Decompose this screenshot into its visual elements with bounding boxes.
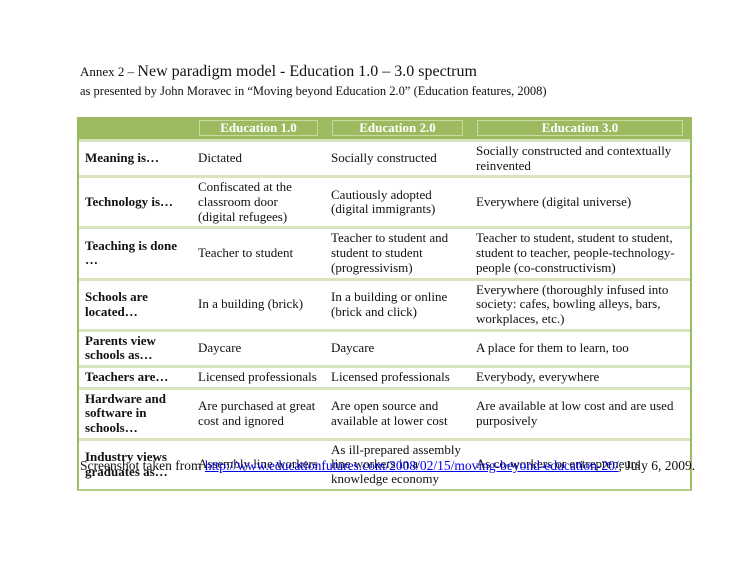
table-row: Teaching is done … Teacher to student Teac… — [79, 226, 690, 278]
table-cell: Assembly line workers — [192, 437, 325, 489]
table-cell: Confiscated at the classroom door (digit… — [192, 175, 325, 227]
table-row: Teachers are… Licensed professionals Licen… — [79, 364, 690, 387]
table-cell: Are open source and available at lower c… — [325, 386, 470, 438]
table-cell: Dictated — [192, 139, 325, 176]
table-cell: Socially constructed — [325, 139, 470, 176]
table-cell: Cautiously adopted (digital immigrants) — [325, 175, 470, 227]
table-cell: As co-workers or entrepreneurs — [470, 437, 690, 489]
column-header: Education 2.0 — [325, 117, 470, 139]
column-header-label: Education 3.0 — [477, 119, 683, 137]
table-cell: Everybody, everywhere — [470, 364, 690, 387]
table-cell: In a building (brick) — [192, 277, 325, 329]
table-cell: Everywhere (digital universe) — [470, 175, 690, 227]
education-spectrum-table: Education 1.0 Education 2.0 Education 3.0 … — [77, 117, 692, 491]
table-row: Industry views graduates as… Assembly lin… — [79, 437, 690, 489]
source-link[interactable]: http://www.educationfutures.com/2008/02/… — [204, 458, 619, 473]
table-cell: Are purchased at great cost and ignored — [192, 386, 325, 438]
table-cell: Are available at low cost and are used p… — [470, 386, 690, 438]
row-label: Teachers are… — [79, 364, 192, 387]
column-header-label: Education 1.0 — [199, 119, 318, 137]
title-main-text: New paradigm model - Education 1.0 – 3.0… — [137, 63, 477, 80]
table-cell: Socially constructed and contextually re… — [470, 139, 690, 176]
table-row: Hardware and software in schools… Are pur… — [79, 386, 690, 438]
table-container: Education 1.0 Education 2.0 Education 3.0 … — [77, 117, 692, 491]
table-cell: In a building or online (brick and click… — [325, 277, 470, 329]
table-cell: Licensed professionals — [192, 364, 325, 387]
table-cell: Teacher to student — [192, 226, 325, 278]
table-row: Schools are located… In a building (brick… — [79, 277, 690, 329]
table-cell: A place for them to learn, too — [470, 328, 690, 365]
row-label: Teaching is done … — [79, 226, 192, 278]
row-label: Hardware and software in schools… — [79, 386, 192, 438]
table-body: Meaning is… Dictated Socially constructed S… — [79, 139, 690, 489]
page-title: Annex 2 – New paradigm model - Education… — [80, 63, 547, 81]
corner-header-cell — [79, 117, 192, 139]
table-cell: Teacher to student, student to student, … — [470, 226, 690, 278]
row-label: Technology is… — [79, 175, 192, 227]
title-block: Annex 2 – New paradigm model - Education… — [80, 63, 547, 99]
table-cell: Daycare — [192, 328, 325, 365]
row-label: Industry views graduates as… — [79, 437, 192, 489]
row-label: Schools are located… — [79, 277, 192, 329]
table-cell: Everywhere (thoroughly infused into soci… — [470, 277, 690, 329]
annex-label: Annex 2 – — [80, 64, 138, 79]
page-subtitle: as presented by John Moravec in “Moving … — [80, 84, 547, 98]
source-note-prefix: Screenshot taken from — [80, 458, 205, 473]
table-cell: As ill-prepared assembly line workers in… — [325, 437, 470, 489]
table-row: Meaning is… Dictated Socially constructed S… — [79, 139, 690, 176]
table-cell: Daycare — [325, 328, 470, 365]
source-note-suffix: , July 6, 2009. — [618, 458, 696, 473]
column-header: Education 1.0 — [192, 117, 325, 139]
table-row: Parents view schools as… Daycare Daycare A … — [79, 328, 690, 365]
table-cell: Teacher to student and student to studen… — [325, 226, 470, 278]
column-header-label: Education 2.0 — [332, 119, 463, 137]
row-label: Parents view schools as… — [79, 328, 192, 365]
source-note: Screenshot taken from http://www.educati… — [80, 458, 695, 474]
row-label: Meaning is… — [79, 139, 192, 176]
table-row: Technology is… Confiscated at the classro… — [79, 175, 690, 227]
table-header-row: Education 1.0 Education 2.0 Education 3.0 — [79, 117, 690, 139]
table-cell: Licensed professionals — [325, 364, 470, 387]
column-header: Education 3.0 — [470, 117, 690, 139]
